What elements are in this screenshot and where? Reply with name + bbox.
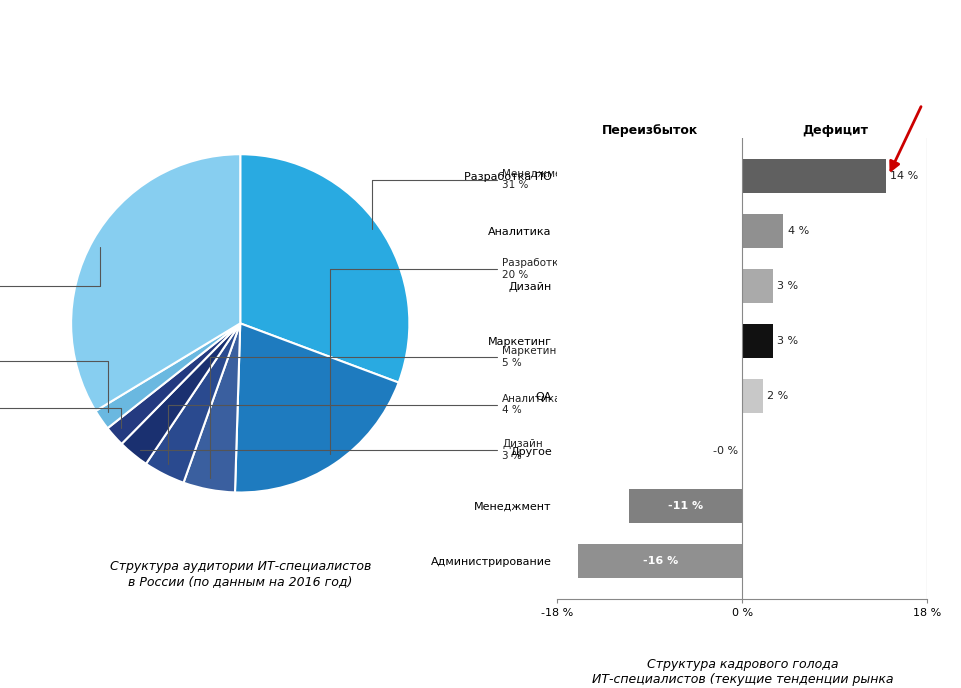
Text: Переизбыток: Переизбыток	[602, 124, 698, 137]
Text: 2 %: 2 %	[767, 391, 788, 400]
Text: Администрирование
34 %: Администрирование 34 %	[0, 247, 100, 297]
Text: Дефицит: Дефицит	[801, 124, 868, 137]
Text: Структура кадрового голода
ИТ-специалистов (текущие тенденции рынка
труда): Структура кадрового голода ИТ-специалист…	[592, 658, 893, 688]
Text: Дизайн
3 %: Дизайн 3 %	[140, 440, 543, 461]
Wedge shape	[122, 323, 240, 464]
Bar	[578, 544, 742, 578]
Text: Структура аудитории ИТ-специалистов
в России (по данным на 2016 год): Структура аудитории ИТ-специалистов в Ро…	[110, 560, 371, 588]
Text: 14 %: 14 %	[891, 171, 919, 181]
Bar	[742, 158, 886, 193]
Bar	[742, 323, 774, 358]
Bar	[742, 268, 774, 303]
Text: 4 %: 4 %	[788, 226, 809, 235]
Bar	[629, 488, 742, 523]
Text: Другое
2 %: Другое 2 %	[0, 350, 109, 412]
Wedge shape	[235, 323, 399, 493]
Wedge shape	[146, 323, 240, 483]
Text: Маркетинг
5 %: Маркетинг 5 %	[210, 346, 562, 478]
Text: Менеджмент
31 %: Менеджмент 31 %	[372, 169, 575, 229]
Text: Аналитика
4 %: Аналитика 4 %	[168, 394, 562, 464]
Text: -16 %: -16 %	[643, 555, 678, 566]
Wedge shape	[108, 323, 240, 444]
Bar	[742, 378, 763, 413]
Text: -0 %: -0 %	[713, 446, 738, 455]
Text: Тестирование
2 %: Тестирование 2 %	[0, 397, 121, 428]
Text: Разработка ПО
20 %: Разработка ПО 20 %	[330, 259, 584, 454]
Wedge shape	[240, 154, 409, 383]
Wedge shape	[184, 323, 240, 493]
Text: 3 %: 3 %	[777, 281, 799, 290]
Bar	[742, 213, 783, 248]
Wedge shape	[71, 154, 240, 411]
Text: -11 %: -11 %	[668, 501, 703, 510]
Text: 3 %: 3 %	[777, 336, 799, 345]
Wedge shape	[95, 323, 240, 428]
